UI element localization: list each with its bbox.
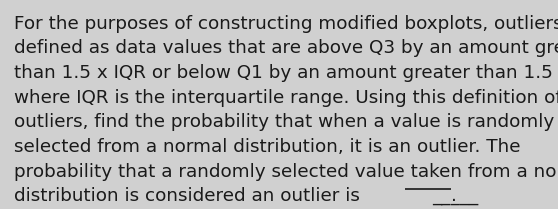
Text: selected from a normal distribution, it is an outlier. The: selected from a normal distribution, it … — [14, 138, 521, 156]
Text: outliers, find the probability that when a value is randomly: outliers, find the probability that when… — [14, 113, 554, 131]
Text: defined as data values that are above Q3 by an amount greater: defined as data values that are above Q3… — [14, 39, 558, 57]
Text: than 1.5 x IQR or below Q1 by an amount greater than 1.5 x IQR,: than 1.5 x IQR or below Q1 by an amount … — [14, 64, 558, 82]
Text: For the purposes of constructing modified boxplots, outliers are: For the purposes of constructing modifie… — [14, 15, 558, 33]
Text: .: . — [451, 187, 457, 205]
Text: _____: _____ — [432, 187, 479, 205]
Text: where IQR is the interquartile range. Using this definition of: where IQR is the interquartile range. Us… — [14, 89, 558, 107]
Text: probability that a randomly selected value taken from a normal: probability that a randomly selected val… — [14, 163, 558, 181]
Text: distribution is considered an outlier is: distribution is considered an outlier is — [14, 187, 365, 205]
